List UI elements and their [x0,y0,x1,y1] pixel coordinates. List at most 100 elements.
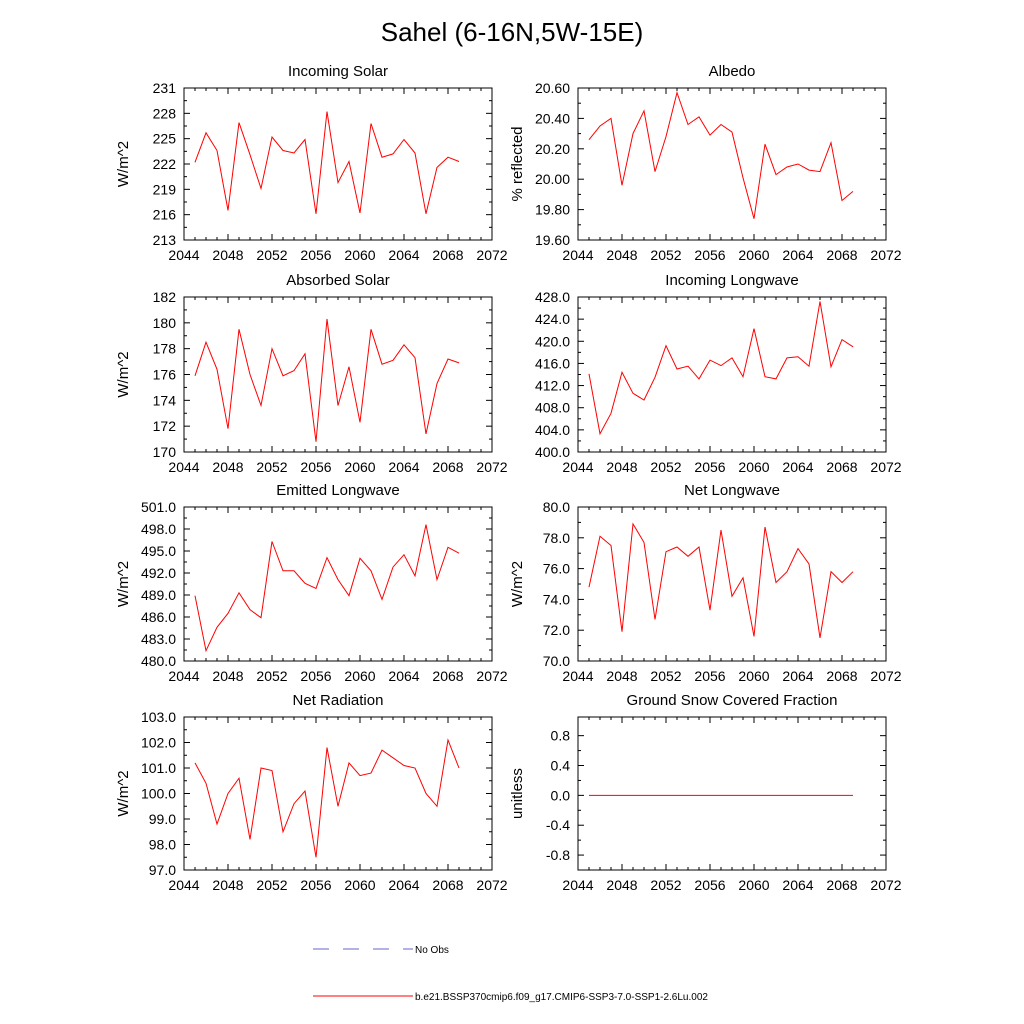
y-tick-label: 170 [153,444,177,460]
y-tick-label: 20.60 [535,80,570,96]
x-tick-label: 2060 [738,668,769,684]
series-line [194,738,460,858]
y-tick-label: 480.0 [141,653,176,669]
plot-frame [183,87,493,241]
y-axis-label: W/m^2 [509,561,526,607]
x-tick-label: 2072 [476,877,507,893]
x-tick-label: 2064 [388,247,419,263]
series-line [588,301,854,436]
y-tick-label: 428.0 [535,289,570,305]
y-tick-label: 172 [153,418,177,434]
x-tick-label: 2048 [212,877,243,893]
series-line [194,524,460,653]
plot-frame [577,506,887,662]
x-tick-label: 2060 [738,877,769,893]
y-tick-label: 98.0 [149,837,176,853]
x-tick-label: 2068 [826,247,857,263]
panel-4: 2044 2048 2052 2056 2060 2064 2068 2072 480.0 483… [115,482,508,684]
y-tick-label: 228 [153,105,177,121]
x-tick-label: 2044 [562,459,593,475]
panel-1: 2044 2048 2052 2056 2060 2064 2068 2072 19.60 19.… [509,63,902,263]
y-tick-label: 416.0 [535,355,570,371]
x-tick-label: 2056 [694,247,725,263]
y-tick-label: 20.20 [535,141,570,157]
panel-0: 2044 2048 2052 2056 2060 2064 2068 2072 213 216 21… [115,63,508,263]
plot-frame [183,506,493,662]
x-tick-label: 2068 [432,668,463,684]
y-tick-label: 176 [153,367,177,383]
y-tick-label: 412.0 [535,378,570,394]
x-tick-label: 2048 [606,668,637,684]
x-tick-label: 2044 [562,877,593,893]
x-tick-label: 2064 [388,668,419,684]
y-tick-label: 501.0 [141,499,176,515]
x-tick-label: 2056 [300,668,331,684]
x-tick-label: 2052 [650,459,681,475]
x-tick-label: 2044 [168,877,199,893]
x-tick-label: 2072 [870,668,901,684]
y-tick-label: 0.0 [551,787,571,803]
x-tick-label: 2044 [562,247,593,263]
x-tick-label: 2064 [388,459,419,475]
y-tick-label: 102.0 [141,735,176,751]
y-tick-label: 424.0 [535,311,570,327]
x-tick-label: 2056 [300,247,331,263]
y-tick-label: 219 [153,181,177,197]
y-tick-label: 20.00 [535,171,570,187]
y-tick-label: 486.0 [141,609,176,625]
y-tick-label: 498.0 [141,521,176,537]
panel-title: Net Longwave [684,482,780,499]
panel-title: Net Radiation [293,692,384,709]
y-tick-label: 182 [153,289,177,305]
y-tick-label: 216 [153,207,177,223]
x-tick-label: 2064 [782,668,813,684]
x-tick-label: 2068 [826,668,857,684]
panel-6: 2044 2048 2052 2056 2060 2064 2068 2072 97.0 98.0… [115,692,508,893]
plot-frame [577,716,887,871]
panel-title: Albedo [709,63,756,80]
panel-5: 2044 2048 2052 2056 2060 2064 2068 2072 70.0 72.0… [509,482,902,684]
x-tick-label: 2064 [782,247,813,263]
x-tick-label: 2056 [300,459,331,475]
y-tick-label: 231 [153,80,177,96]
series-line [588,90,854,219]
x-tick-label: 2044 [168,247,199,263]
x-tick-label: 2064 [388,877,419,893]
x-tick-label: 2072 [870,247,901,263]
x-tick-label: 2068 [432,459,463,475]
panel-title: Emitted Longwave [276,482,399,499]
x-tick-label: 2072 [476,247,507,263]
y-axis-label: W/m^2 [115,770,132,816]
x-tick-label: 2048 [212,459,243,475]
y-tick-label: 495.0 [141,543,176,559]
y-tick-label: 408.0 [535,400,570,416]
panel-7: 2044 2048 2052 2056 2060 2064 2068 2072 -0.8 -0.4… [509,692,902,893]
x-tick-label: 2056 [694,668,725,684]
x-tick-label: 2060 [738,459,769,475]
x-tick-label: 2052 [650,247,681,263]
x-tick-label: 2052 [650,668,681,684]
x-tick-label: 2072 [870,459,901,475]
y-tick-label: -0.8 [546,847,570,863]
y-tick-label: 404.0 [535,422,570,438]
x-tick-label: 2048 [606,459,637,475]
x-tick-label: 2072 [476,459,507,475]
y-tick-label: 78.0 [543,530,570,546]
plot-frame [183,716,493,871]
plot-frame [577,296,887,453]
y-axis-label: W/m^2 [115,561,132,607]
y-tick-label: 80.0 [543,499,570,515]
y-axis-label: % reflected [509,126,526,201]
y-tick-label: 174 [153,392,177,408]
panel-3: 2044 2048 2052 2056 2060 2064 2068 2072 400.0 404… [535,272,902,475]
x-tick-label: 2048 [606,247,637,263]
y-tick-label: 222 [153,156,177,172]
x-tick-label: 2068 [826,877,857,893]
y-tick-label: 20.40 [535,110,570,126]
series-line [194,111,460,214]
x-tick-label: 2060 [344,459,375,475]
x-tick-label: 2060 [738,247,769,263]
series-line [194,318,460,442]
x-tick-label: 2064 [782,877,813,893]
